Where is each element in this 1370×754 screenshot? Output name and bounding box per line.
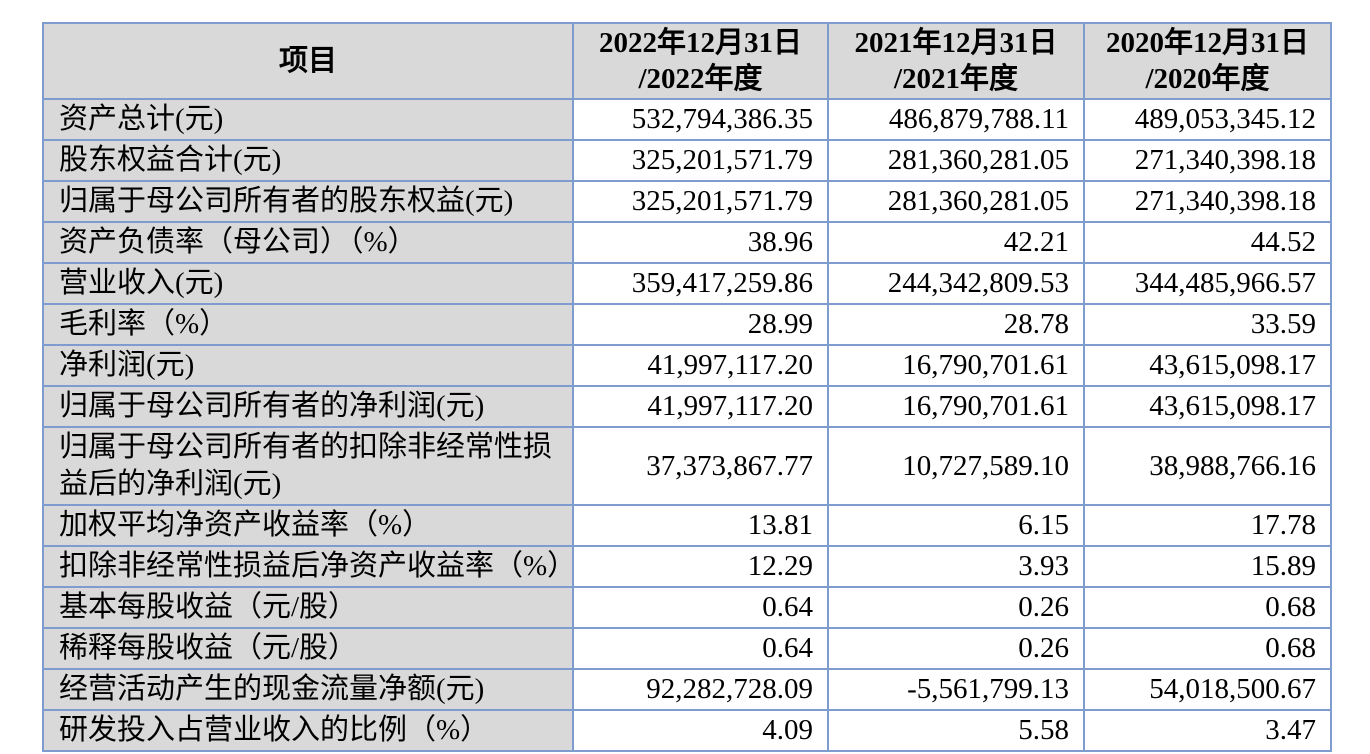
value-2022: 532,794,386.35: [572, 98, 829, 141]
value-2020: 15.89: [1083, 545, 1332, 588]
value-2020: 0.68: [1083, 627, 1332, 670]
column-header-2020-period: /2020年度: [1145, 63, 1270, 95]
table-row: 营业收入(元) 359,417,259.86 244,342,809.53 34…: [42, 262, 1332, 305]
value-2020: 271,340,398.18: [1083, 180, 1332, 223]
value-2020: 33.59: [1083, 303, 1332, 346]
value-2022: 37,373,867.77: [572, 426, 829, 506]
header-row: 项目 2022年12月31日 /2022年度 2021年12月31日 /2021…: [42, 22, 1332, 100]
value-2022: 359,417,259.86: [572, 262, 829, 305]
column-header-item: 项目: [42, 22, 574, 100]
row-label: 资产总计(元): [42, 98, 574, 141]
value-2021: 0.26: [827, 627, 1085, 670]
column-header-2021-period: /2021年度: [893, 63, 1019, 95]
value-2022: 12.29: [572, 545, 829, 588]
row-label: 研发投入占营业收入的比例（%）: [42, 709, 574, 752]
table-row: 经营活动产生的现金流量净额(元) 92,282,728.09 -5,561,79…: [42, 668, 1332, 711]
value-2020: 271,340,398.18: [1083, 139, 1332, 182]
table-header: 项目 2022年12月31日 /2022年度 2021年12月31日 /2021…: [42, 22, 1332, 100]
row-label: 扣除非经常性损益后净资产收益率（%）: [42, 545, 574, 588]
row-label: 加权平均净资产收益率（%）: [42, 504, 574, 547]
value-2021: 28.78: [827, 303, 1085, 346]
value-2022: 28.99: [572, 303, 829, 346]
column-header-2020: 2020年12月31日 /2020年度: [1083, 22, 1332, 100]
column-header-2022: 2022年12月31日 /2022年度: [572, 22, 829, 100]
value-2022: 0.64: [572, 627, 829, 670]
table-row: 研发投入占营业收入的比例（%） 4.09 5.58 3.47: [42, 709, 1332, 752]
value-2020: 38,988,766.16: [1083, 426, 1332, 506]
table-row: 资产总计(元) 532,794,386.35 486,879,788.11 48…: [42, 98, 1332, 141]
column-header-2021: 2021年12月31日 /2021年度: [827, 22, 1085, 100]
row-label: 稀释每股收益（元/股）: [42, 627, 574, 670]
table-row: 归属于母公司所有者的扣除非经常性损益后的净利润(元) 37,373,867.77…: [42, 426, 1332, 506]
column-header-2021-date: 2021年12月31日: [854, 27, 1058, 59]
value-2021: 42.21: [827, 221, 1085, 264]
value-2020: 44.52: [1083, 221, 1332, 264]
value-2021: 0.26: [827, 586, 1085, 629]
value-2020: 3.47: [1083, 709, 1332, 752]
row-label: 股东权益合计(元): [42, 139, 574, 182]
row-label: 营业收入(元): [42, 262, 574, 305]
value-2020: 43,615,098.17: [1083, 385, 1332, 428]
value-2021: 16,790,701.61: [827, 344, 1085, 387]
value-2022: 4.09: [572, 709, 829, 752]
value-2021: 486,879,788.11: [827, 98, 1085, 141]
table-row: 稀释每股收益（元/股） 0.64 0.26 0.68: [42, 627, 1332, 670]
value-2020: 489,053,345.12: [1083, 98, 1332, 141]
column-header-item-label: 项目: [278, 45, 337, 77]
value-2021: 5.58: [827, 709, 1085, 752]
financial-summary-table: 项目 2022年12月31日 /2022年度 2021年12月31日 /2021…: [42, 22, 1332, 752]
table-row: 归属于母公司所有者的净利润(元) 41,997,117.20 16,790,70…: [42, 385, 1332, 428]
table-row: 净利润(元) 41,997,117.20 16,790,701.61 43,61…: [42, 344, 1332, 387]
value-2022: 92,282,728.09: [572, 668, 829, 711]
table-row: 资产负债率（母公司）（%） 38.96 42.21 44.52: [42, 221, 1332, 264]
row-label: 资产负债率（母公司）（%）: [42, 221, 574, 264]
table-row: 股东权益合计(元) 325,201,571.79 281,360,281.05 …: [42, 139, 1332, 182]
value-2022: 0.64: [572, 586, 829, 629]
value-2021: -5,561,799.13: [827, 668, 1085, 711]
value-2022: 38.96: [572, 221, 829, 264]
value-2022: 325,201,571.79: [572, 139, 829, 182]
value-2021: 281,360,281.05: [827, 180, 1085, 223]
table-row: 归属于母公司所有者的股东权益(元) 325,201,571.79 281,360…: [42, 180, 1332, 223]
table-body: 资产总计(元) 532,794,386.35 486,879,788.11 48…: [42, 98, 1332, 752]
value-2021: 281,360,281.05: [827, 139, 1085, 182]
value-2022: 41,997,117.20: [572, 344, 829, 387]
table-row: 基本每股收益（元/股） 0.64 0.26 0.68: [42, 586, 1332, 629]
row-label: 基本每股收益（元/股）: [42, 586, 574, 629]
row-label: 毛利率（%）: [42, 303, 574, 346]
value-2021: 10,727,589.10: [827, 426, 1085, 506]
row-label: 净利润(元): [42, 344, 574, 387]
value-2021: 3.93: [827, 545, 1085, 588]
table-row: 扣除非经常性损益后净资产收益率（%） 12.29 3.93 15.89: [42, 545, 1332, 588]
value-2021: 16,790,701.61: [827, 385, 1085, 428]
value-2020: 344,485,966.57: [1083, 262, 1332, 305]
column-header-2020-date: 2020年12月31日: [1105, 27, 1309, 59]
column-header-2022-date: 2022年12月31日: [598, 27, 802, 59]
column-header-2022-period: /2022年度: [638, 63, 763, 95]
value-2020: 17.78: [1083, 504, 1332, 547]
row-label: 经营活动产生的现金流量净额(元): [42, 668, 574, 711]
value-2022: 41,997,117.20: [572, 385, 829, 428]
value-2020: 54,018,500.67: [1083, 668, 1332, 711]
row-label: 归属于母公司所有者的净利润(元): [42, 385, 574, 428]
value-2021: 244,342,809.53: [827, 262, 1085, 305]
value-2022: 325,201,571.79: [572, 180, 829, 223]
value-2022: 13.81: [572, 504, 829, 547]
value-2020: 43,615,098.17: [1083, 344, 1332, 387]
value-2021: 6.15: [827, 504, 1085, 547]
row-label: 归属于母公司所有者的股东权益(元): [42, 180, 574, 223]
row-label: 归属于母公司所有者的扣除非经常性损益后的净利润(元): [42, 426, 574, 506]
value-2020: 0.68: [1083, 586, 1332, 629]
table-row: 加权平均净资产收益率（%） 13.81 6.15 17.78: [42, 504, 1332, 547]
table-row: 毛利率（%） 28.99 28.78 33.59: [42, 303, 1332, 346]
